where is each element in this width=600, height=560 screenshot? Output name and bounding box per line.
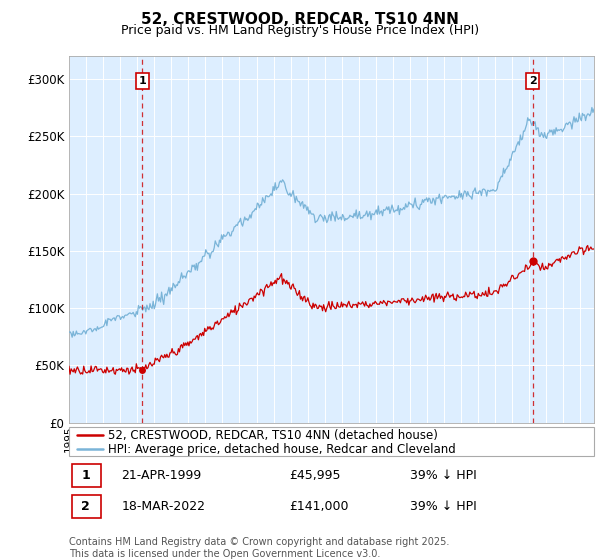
Text: 1: 1 [82, 469, 90, 482]
FancyBboxPatch shape [71, 495, 101, 518]
Text: 2: 2 [529, 76, 536, 86]
Text: 39% ↓ HPI: 39% ↓ HPI [410, 500, 477, 513]
FancyBboxPatch shape [71, 464, 101, 487]
Text: 1: 1 [139, 76, 146, 86]
Text: 52, CRESTWOOD, REDCAR, TS10 4NN (detached house): 52, CRESTWOOD, REDCAR, TS10 4NN (detache… [109, 429, 438, 442]
Text: 52, CRESTWOOD, REDCAR, TS10 4NN: 52, CRESTWOOD, REDCAR, TS10 4NN [141, 12, 459, 27]
Text: 2: 2 [82, 500, 90, 513]
FancyBboxPatch shape [69, 427, 594, 456]
Text: Price paid vs. HM Land Registry's House Price Index (HPI): Price paid vs. HM Land Registry's House … [121, 24, 479, 36]
Text: 21-APR-1999: 21-APR-1999 [121, 469, 202, 482]
Text: 18-MAR-2022: 18-MAR-2022 [121, 500, 205, 513]
Text: £45,995: £45,995 [290, 469, 341, 482]
Text: Contains HM Land Registry data © Crown copyright and database right 2025.
This d: Contains HM Land Registry data © Crown c… [69, 537, 449, 559]
Text: £141,000: £141,000 [290, 500, 349, 513]
Text: 39% ↓ HPI: 39% ↓ HPI [410, 469, 477, 482]
Text: HPI: Average price, detached house, Redcar and Cleveland: HPI: Average price, detached house, Redc… [109, 442, 456, 456]
